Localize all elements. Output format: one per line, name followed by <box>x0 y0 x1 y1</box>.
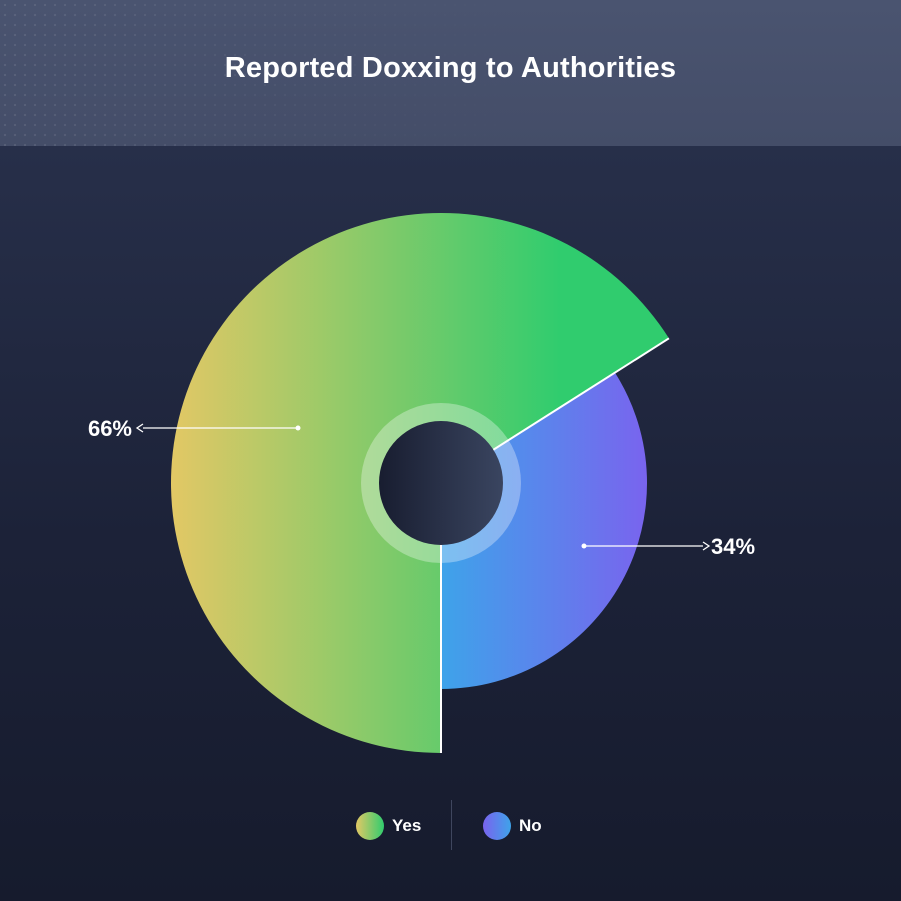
leader-dot-no <box>581 543 587 549</box>
leader-dot-yes <box>295 425 301 431</box>
legend-swatch-yes <box>356 812 384 840</box>
legend: Yes No <box>0 800 901 850</box>
data-label-yes: 66% <box>88 416 132 441</box>
data-label-no: 34% <box>711 534 755 559</box>
legend-label-yes: Yes <box>392 816 422 835</box>
dot-pattern <box>0 0 901 146</box>
legend-item-no: No <box>483 812 542 840</box>
center-hole <box>379 421 503 545</box>
chart-title: Reported Doxxing to Authorities <box>224 52 677 84</box>
legend-item-yes: Yes <box>356 812 421 840</box>
header-banner <box>0 0 901 146</box>
leader-arrowhead-yes <box>135 423 144 433</box>
legend-swatch-no <box>483 812 511 840</box>
legend-divider <box>451 800 452 850</box>
legend-label-no: No <box>519 816 542 835</box>
leader-arrowhead-no <box>702 541 711 551</box>
